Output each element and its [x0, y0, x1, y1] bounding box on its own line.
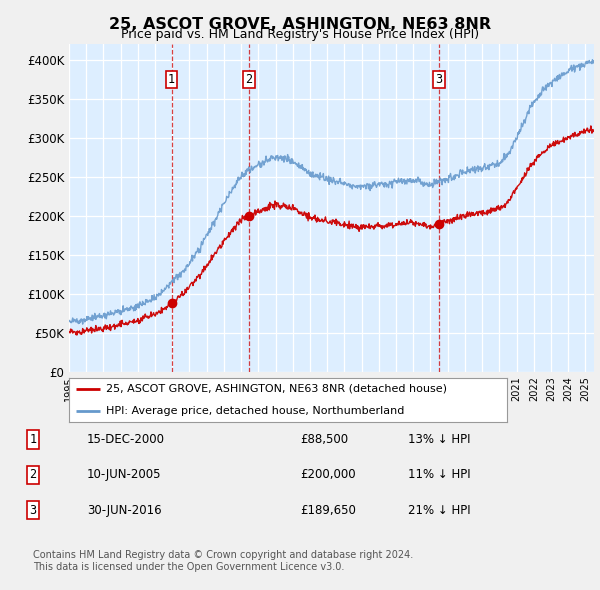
Text: £189,650: £189,650 — [300, 504, 356, 517]
Text: 3: 3 — [29, 504, 37, 517]
Text: 2: 2 — [245, 73, 253, 86]
Text: 11% ↓ HPI: 11% ↓ HPI — [408, 468, 470, 481]
Text: 30-JUN-2016: 30-JUN-2016 — [87, 504, 161, 517]
Text: This data is licensed under the Open Government Licence v3.0.: This data is licensed under the Open Gov… — [33, 562, 344, 572]
Text: 21% ↓ HPI: 21% ↓ HPI — [408, 504, 470, 517]
Text: 25, ASCOT GROVE, ASHINGTON, NE63 8NR (detached house): 25, ASCOT GROVE, ASHINGTON, NE63 8NR (de… — [106, 384, 447, 394]
Text: HPI: Average price, detached house, Northumberland: HPI: Average price, detached house, Nort… — [106, 406, 404, 416]
Text: 10-JUN-2005: 10-JUN-2005 — [87, 468, 161, 481]
Text: Price paid vs. HM Land Registry's House Price Index (HPI): Price paid vs. HM Land Registry's House … — [121, 28, 479, 41]
Text: £200,000: £200,000 — [300, 468, 356, 481]
Text: £88,500: £88,500 — [300, 433, 348, 446]
Text: 25, ASCOT GROVE, ASHINGTON, NE63 8NR: 25, ASCOT GROVE, ASHINGTON, NE63 8NR — [109, 17, 491, 31]
Text: 15-DEC-2000: 15-DEC-2000 — [87, 433, 165, 446]
Text: 3: 3 — [436, 73, 443, 86]
Text: Contains HM Land Registry data © Crown copyright and database right 2024.: Contains HM Land Registry data © Crown c… — [33, 550, 413, 560]
Text: 1: 1 — [29, 433, 37, 446]
Text: 2: 2 — [29, 468, 37, 481]
Text: 13% ↓ HPI: 13% ↓ HPI — [408, 433, 470, 446]
Text: 1: 1 — [168, 73, 175, 86]
